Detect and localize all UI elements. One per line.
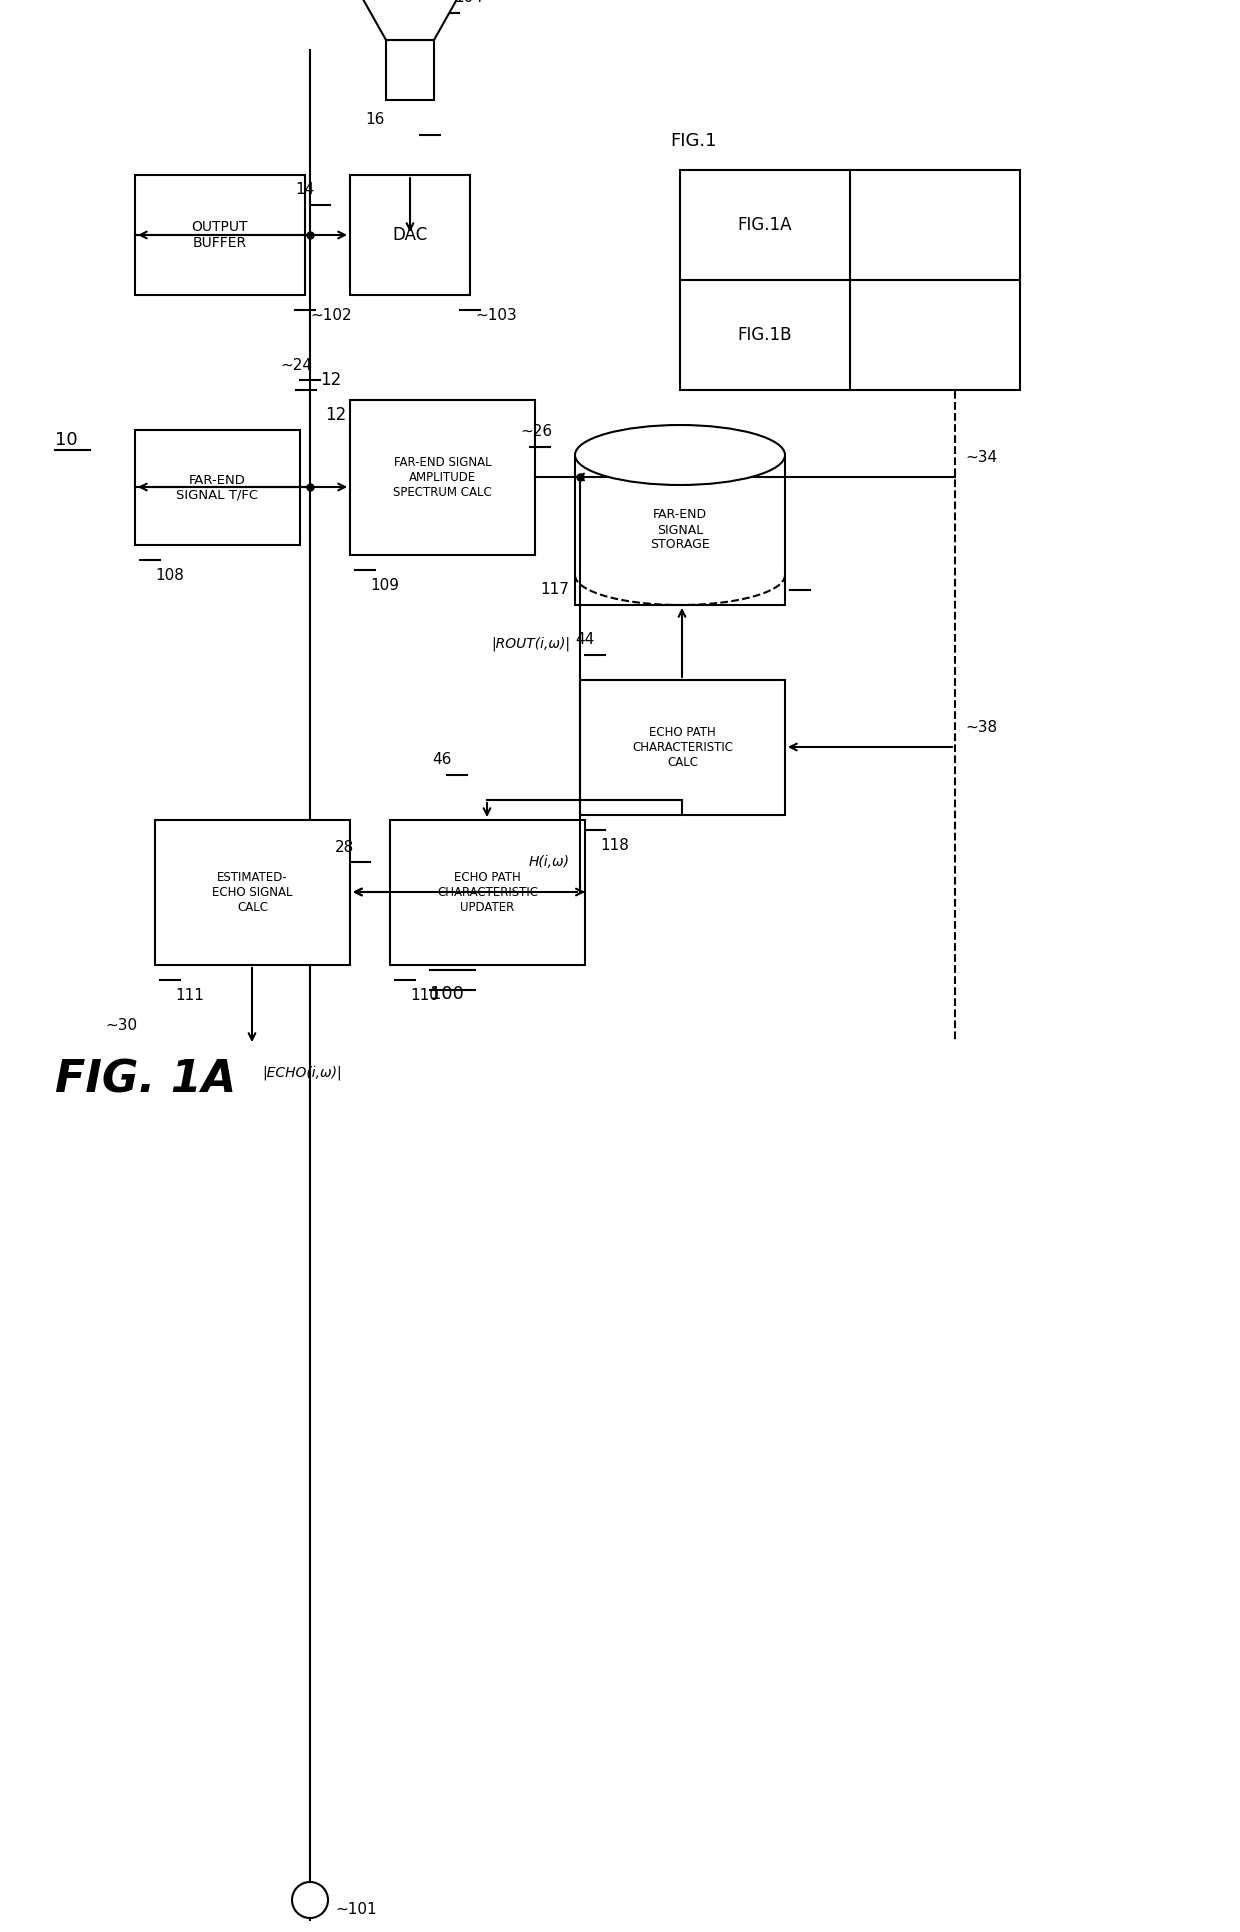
Text: FIG.1: FIG.1 [670,131,717,151]
Text: FAR-END
SIGNAL T/FC: FAR-END SIGNAL T/FC [176,473,259,502]
Text: 118: 118 [600,837,629,852]
Text: 28: 28 [335,840,355,854]
Text: ECHO PATH
CHARACTERISTIC
CALC: ECHO PATH CHARACTERISTIC CALC [632,726,733,769]
Text: 12: 12 [325,406,346,423]
Text: DAC: DAC [392,226,428,243]
FancyBboxPatch shape [350,400,534,554]
FancyBboxPatch shape [135,176,305,296]
Text: 46: 46 [432,752,451,767]
FancyBboxPatch shape [680,170,1021,390]
FancyBboxPatch shape [350,176,470,296]
Text: ~26: ~26 [520,425,552,439]
Text: 100: 100 [430,951,464,970]
Text: FAR-END
SIGNAL
STORAGE: FAR-END SIGNAL STORAGE [650,508,709,551]
Text: 104: 104 [454,0,482,6]
Text: 12: 12 [320,371,341,388]
Text: 44: 44 [575,632,594,647]
FancyBboxPatch shape [580,680,785,815]
Text: 10: 10 [55,431,78,448]
FancyBboxPatch shape [155,819,350,964]
Text: |ECHO(i,ω)|: |ECHO(i,ω)| [262,1065,342,1080]
Text: ~102: ~102 [310,307,352,323]
FancyBboxPatch shape [135,431,300,545]
Text: ~38: ~38 [965,719,997,734]
Text: ~24: ~24 [280,357,312,373]
Text: 16: 16 [365,112,384,128]
Polygon shape [355,0,465,41]
Ellipse shape [575,425,785,485]
Text: ~101: ~101 [335,1903,377,1917]
Text: FAR-END SIGNAL
AMPLITUDE
SPECTRUM CALC: FAR-END SIGNAL AMPLITUDE SPECTRUM CALC [393,456,492,498]
Text: OUTPUT
BUFFER: OUTPUT BUFFER [192,220,248,249]
Text: 109: 109 [370,578,399,593]
Text: |ROUT(i,ω)|: |ROUT(i,ω)| [491,638,570,651]
Text: 111: 111 [175,987,203,1003]
Bar [575,456,785,605]
Text: FIG.1A: FIG.1A [738,216,792,234]
Text: ~103: ~103 [475,307,517,323]
Text: 100: 100 [430,985,464,1003]
Text: 110: 110 [410,987,439,1003]
Text: ESTIMATED-
ECHO SIGNAL
CALC: ESTIMATED- ECHO SIGNAL CALC [212,871,293,914]
FancyBboxPatch shape [391,819,585,964]
Text: ECHO PATH
CHARACTERISTIC
UPDATER: ECHO PATH CHARACTERISTIC UPDATER [436,871,538,914]
Text: H(i,ω): H(i,ω) [529,856,570,869]
Text: FIG.1B: FIG.1B [738,327,792,344]
Circle shape [291,1882,329,1918]
Text: 108: 108 [155,568,184,583]
Text: 117: 117 [539,583,569,597]
FancyBboxPatch shape [386,41,434,100]
Text: FIG. 1A: FIG. 1A [55,1059,237,1101]
Text: 14: 14 [295,182,314,197]
Text: ~30: ~30 [105,1018,138,1032]
Text: ~34: ~34 [965,450,997,464]
